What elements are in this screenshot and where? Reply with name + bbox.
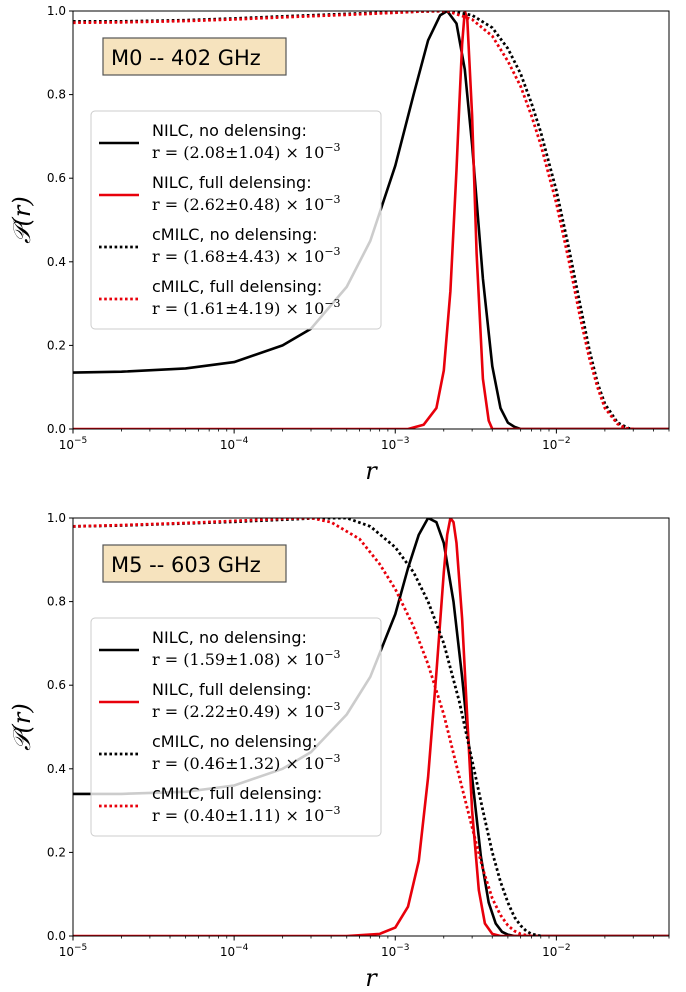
panel-title: M5 -- 603 GHz — [102, 544, 287, 583]
legend-entry-estimate: r = (2.22±0.49) × 10−3 — [152, 700, 341, 721]
series-line-3 — [73, 518, 532, 936]
y-tick-label: 0.2 — [47, 845, 66, 859]
x-tick-label: 10−2 — [542, 436, 571, 452]
chart-panel-1: 0.0 0.2 0.4 0.6 0.8 1.0 10−5 10−4 10−3 10−2 r 𝒫(r) M… — [8, 511, 670, 992]
y-tick-label: 0.4 — [47, 255, 66, 269]
series-line-3 — [73, 11, 634, 429]
legend-entry-estimate: r = (2.08±1.04) × 10−3 — [152, 141, 341, 162]
legend-entry-name: cMILC, full delensing: — [152, 277, 322, 296]
legend-entry-name: cMILC, no delensing: — [152, 732, 318, 751]
x-tick-label: 10−4 — [220, 436, 249, 452]
y-axis-label: 𝒫(r) — [8, 703, 36, 751]
panel-title: M0 -- 402 GHz — [102, 37, 287, 76]
legend-entry-estimate: r = (1.59±1.08) × 10−3 — [152, 648, 341, 669]
y-tick-label: 0.6 — [47, 171, 66, 185]
legend: NILC, no delensing:r = (1.59±1.08) × 10−… — [90, 617, 382, 837]
legend-entry-estimate: r = (1.61±4.19) × 10−3 — [152, 297, 341, 318]
legend-entry-name: NILC, no delensing: — [152, 628, 307, 647]
legend-entry-estimate: r = (2.62±0.48) × 10−3 — [152, 193, 341, 214]
series-line-0 — [73, 11, 669, 429]
y-tick-label: 0.8 — [47, 595, 66, 609]
x-tick-label: 10−5 — [59, 436, 88, 452]
legend-entry-name: NILC, no delensing: — [152, 121, 307, 140]
svg-text:M0 -- 402 GHz: M0 -- 402 GHz — [111, 46, 261, 70]
x-tick-label: 10−3 — [381, 943, 410, 959]
x-axis-label: r — [365, 964, 378, 992]
series-line-1 — [73, 11, 669, 429]
y-tick-label: 0.2 — [47, 338, 66, 352]
legend: NILC, no delensing:r = (2.08±1.04) × 10−… — [90, 110, 382, 330]
x-tick-label: 10−4 — [220, 943, 249, 959]
y-tick-label: 1.0 — [47, 511, 66, 525]
svg-text:M5 -- 603 GHz: M5 -- 603 GHz — [111, 553, 261, 577]
legend-entry-name: NILC, full delensing: — [152, 680, 312, 699]
y-tick-label: 1.0 — [47, 4, 66, 18]
legend-entry-name: cMILC, full delensing: — [152, 784, 322, 803]
legend-entry-estimate: r = (0.46±1.32) × 10−3 — [152, 752, 341, 773]
y-tick-label: 0.0 — [47, 422, 66, 436]
y-tick-label: 0.4 — [47, 762, 66, 776]
legend-entry-estimate: r = (1.68±4.43) × 10−3 — [152, 245, 341, 266]
y-tick-label: 0.0 — [47, 929, 66, 943]
series-line-2 — [73, 11, 634, 429]
axes-frame — [72, 10, 670, 430]
y-tick-label: 0.6 — [47, 678, 66, 692]
x-tick-label: 10−5 — [59, 943, 88, 959]
x-tick-label: 10−2 — [542, 943, 571, 959]
legend-entry-name: cMILC, no delensing: — [152, 225, 318, 244]
series-line-1 — [73, 518, 669, 936]
x-tick-label: 10−3 — [381, 436, 410, 452]
legend-entry-estimate: r = (0.40±1.11) × 10−3 — [152, 804, 341, 825]
x-axis-label: r — [365, 457, 378, 485]
chart-panel-0: 0.0 0.2 0.4 0.6 0.8 1.0 10−5 10−4 10−3 10−2 r 𝒫(r) M… — [8, 4, 670, 485]
y-axis-label: 𝒫(r) — [8, 196, 36, 244]
y-tick-label: 0.8 — [47, 88, 66, 102]
legend-entry-name: NILC, full delensing: — [152, 173, 312, 192]
axes-frame — [72, 517, 670, 937]
